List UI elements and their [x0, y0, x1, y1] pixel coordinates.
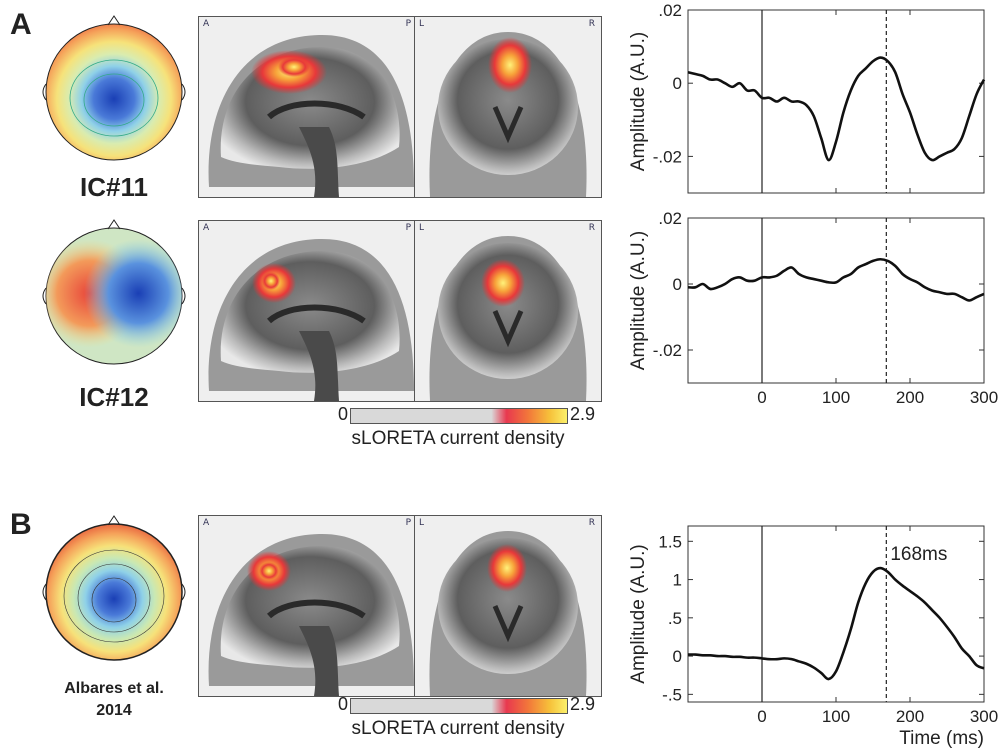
y-tick-label: 0: [673, 74, 682, 93]
orientation-label: L: [419, 19, 425, 29]
colorbar-b-max: 2.9: [570, 694, 596, 714]
colorbar-a: 0 2.9 sLORETA current density: [198, 404, 618, 454]
erp-waveform-line: [687, 56, 986, 162]
x-tick-label: 100: [822, 388, 850, 407]
component-label-albares-line2: 2014: [96, 702, 132, 719]
orientation-label: A: [203, 223, 210, 233]
y-tick-label: -.5: [662, 685, 682, 704]
component-label-ic12: IC#12: [79, 382, 149, 412]
y-tick-label: -.02: [653, 341, 682, 360]
y-tick-label: .02: [658, 209, 682, 228]
x-tick-label: 100: [822, 707, 850, 726]
colorbar-b-min: 0: [338, 694, 349, 714]
scalp-map-ic11: [42, 15, 186, 161]
orientation-label: A: [203, 518, 210, 528]
component-label-albares: Albares et al. 2014: [34, 678, 194, 722]
colorbar-b-gradient: [350, 698, 568, 714]
y-axis-label: Amplitude (A.U.): [628, 231, 649, 370]
y-tick-label: 0: [673, 647, 682, 666]
orientation-label: A: [203, 19, 210, 29]
x-tick-label: 0: [757, 707, 766, 726]
colorbar-b: 0 2.9 sLORETA current density: [198, 694, 618, 744]
y-tick-label: .5: [668, 609, 682, 628]
y-tick-label: 1.5: [658, 532, 682, 551]
scalp-map-ic12: [42, 219, 186, 365]
erp-waveform-line: [687, 566, 985, 681]
component-label-ic11: IC#11: [80, 172, 148, 202]
y-tick-label: .02: [658, 1, 682, 20]
x-axis-label: Time (ms): [899, 728, 984, 749]
orientation-label: R: [588, 518, 595, 528]
plot-frame: [687, 9, 985, 194]
orientation-label: L: [419, 223, 425, 233]
orientation-label: P: [405, 223, 411, 233]
y-tick-label: 0: [673, 275, 682, 294]
component-label-albares-line1: Albares et al.: [64, 680, 164, 697]
orientation-label: P: [405, 518, 411, 528]
colorbar-a-max: 2.9: [570, 404, 596, 424]
y-axis-label: Amplitude (A.U.): [628, 544, 649, 683]
orientation-label: R: [588, 223, 595, 233]
colorbar-b-title: sLORETA current density: [351, 718, 565, 739]
y-tick-label: -.02: [653, 147, 682, 166]
panel-letter-b: B: [10, 508, 32, 541]
x-tick-label: 300: [970, 707, 998, 726]
colorbar-a-min: 0: [338, 404, 349, 424]
peak-annotation: 168ms: [890, 544, 947, 565]
orientation-label: P: [405, 19, 411, 29]
colorbar-a-gradient: [350, 408, 568, 424]
panel-letter-a: A: [10, 8, 32, 41]
orientation-label: L: [419, 518, 425, 528]
erp-waveform-line: [687, 257, 985, 302]
x-tick-label: 300: [970, 388, 998, 407]
x-tick-label: 200: [896, 388, 924, 407]
orientation-label: R: [588, 19, 595, 29]
colorbar-a-title: sLORETA current density: [351, 428, 565, 449]
x-tick-label: 0: [757, 388, 766, 407]
x-tick-label: 200: [896, 707, 924, 726]
y-tick-label: 1: [673, 571, 682, 590]
y-axis-label: Amplitude (A.U.): [628, 32, 649, 171]
scalp-map-albares: [42, 515, 186, 661]
plot-frame: [687, 217, 985, 384]
